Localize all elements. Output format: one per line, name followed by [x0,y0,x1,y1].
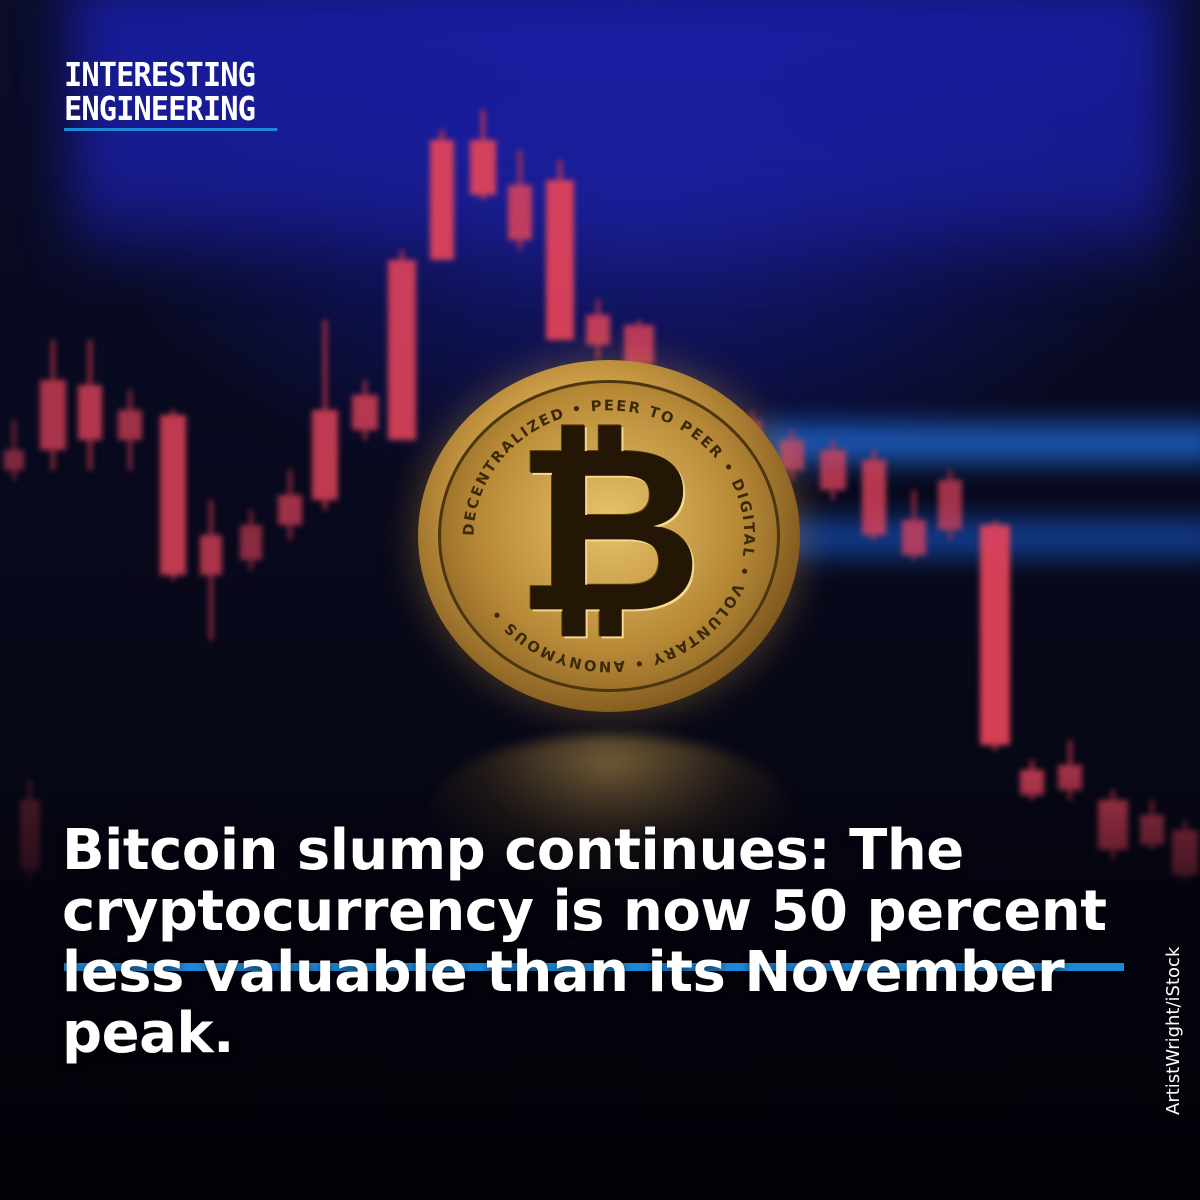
candlestick-body [200,535,222,575]
candlestick-body [586,315,610,345]
candlestick-body [312,410,338,500]
candlestick [902,490,926,560]
candlestick [78,340,102,470]
candlestick-body [352,395,378,430]
candlestick-body [470,140,496,195]
brand-logo: INTERESTING ENGINEERING [64,55,278,131]
candlestick-body [388,260,416,440]
coin-ring-text: DECENTRALIZED • PEER TO PEER • DIGITAL •… [460,397,755,674]
candlestick [470,110,496,200]
candlestick [4,420,24,480]
candlestick-body [118,410,142,440]
candlestick-body [240,525,262,560]
candlestick-body [40,380,66,450]
candlestick [118,390,142,470]
headline-highlight-bar [64,963,1124,971]
candlestick [508,150,532,250]
candlestick [980,520,1010,750]
logo-line-2: ENGINEERING [64,89,256,128]
candlestick-body [980,525,1010,745]
logo-line-1: INTERESTING [64,55,256,94]
candlestick [40,340,66,470]
bitcoin-symbol-icon: ₿ [515,397,703,665]
candlestick-body [430,140,454,260]
candlestick [312,320,338,510]
candlestick [278,470,302,540]
candlestick [624,320,654,370]
headline-line-3: less valuable than its November [62,940,1065,1005]
photo-credit: ArtistWright/iStock [1163,946,1184,1115]
candlestick-body [546,180,574,340]
candlestick [240,510,262,570]
headline-line-1: Bitcoin slump continues: The [62,818,964,883]
candlestick [352,380,378,440]
candlestick [586,300,610,360]
candlestick-body [4,450,24,470]
candlestick-body [78,385,102,440]
candlestick-body [624,325,654,365]
candlestick [160,410,186,580]
headline-line-2: cryptocurrency is now 50 percent [62,879,1107,944]
candlestick [388,250,416,440]
candlestick [200,500,222,640]
bottom-gradient [0,760,1200,1200]
candlestick-body [278,495,302,525]
candlestick-body [508,185,532,240]
candlestick [862,450,886,540]
candlestick-body [862,460,886,535]
candlestick-body [820,450,846,490]
coin-face: DECENTRALIZED • PEER TO PEER • DIGITAL •… [438,380,780,692]
candlestick [430,130,454,260]
background-screen [70,0,1170,280]
candlestick-body [902,520,926,555]
candlestick-body [160,415,186,575]
bitcoin-coin: DECENTRALIZED • PEER TO PEER • DIGITAL •… [418,360,800,712]
candlestick [938,470,962,540]
headline: Bitcoin slump continues: The cryptocurre… [62,820,1142,1064]
candlestick [820,440,846,500]
candlestick [546,160,574,340]
headline-line-4: peak. [62,1001,234,1066]
logo-underline [64,128,278,131]
candlestick-body [938,480,962,530]
